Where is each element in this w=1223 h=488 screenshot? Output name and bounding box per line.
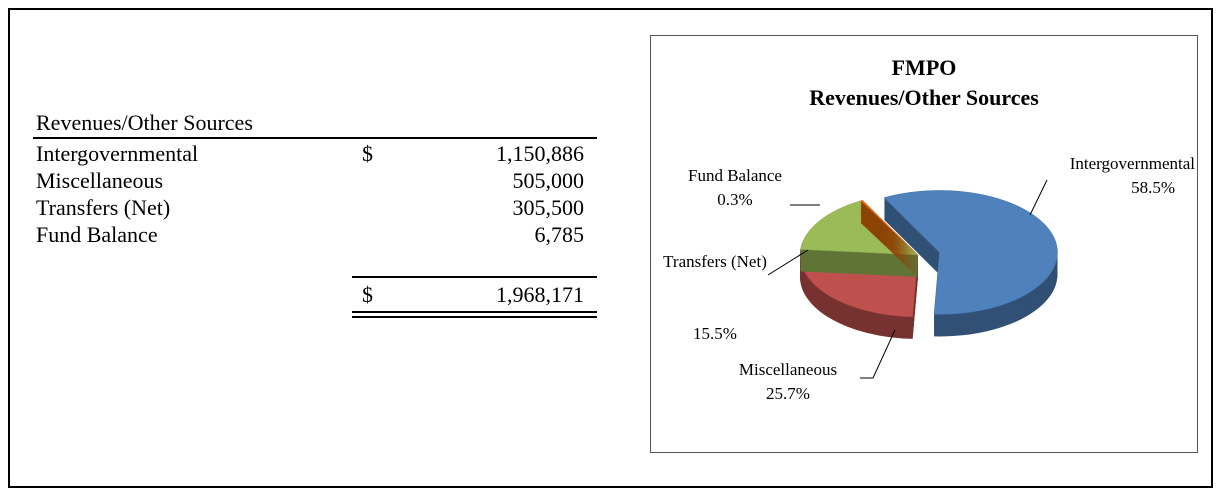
slice-side [860,216,918,271]
slice-side [860,217,918,272]
row-label: Transfers (Net) [36,195,171,220]
value-label: 0.3% [717,190,753,209]
slice-top [860,199,919,256]
row-label: Miscellaneous [36,168,164,193]
leader-line [860,329,896,379]
slice-side [860,203,918,258]
table-header: Revenues/Other Sources [36,110,253,135]
chart-title: Revenues/Other Sources [809,85,1039,110]
total-rule [352,276,597,278]
chart-title: FMPO [891,55,957,80]
value-label: 25.7% [766,384,810,403]
row-label: Intergovernmental [36,141,199,166]
slice-side [860,215,918,270]
slice-side [860,214,918,269]
value-label: 15.5% [693,324,737,343]
leader-line [767,249,809,276]
double-rule [352,311,597,313]
category-label: Miscellaneous [738,360,838,379]
slice-side [860,202,918,257]
pie [799,190,1058,339]
leaders [767,179,1048,379]
chart-area [650,35,1198,453]
page: Revenues/Other Sources Intergovernmental… [8,8,1213,488]
row-label: Fund Balance [36,222,158,247]
category-label: Transfers (Net) [663,252,767,271]
slice-top [883,190,1058,315]
slice-side [860,206,918,261]
double-rule [352,316,597,318]
row-amount: 6,785 [534,222,585,247]
slice-side [860,211,918,266]
slice-side [860,213,918,268]
slice-side [860,219,918,274]
row-amount: 1,150,886 [496,141,584,166]
slice-side [860,201,918,256]
slice-side [860,218,918,273]
slice-side [860,205,918,260]
leader-line [1029,179,1048,216]
slice-side [860,221,918,276]
slice-side [860,220,918,275]
pie-chart [767,179,1058,379]
slice-side [860,207,918,262]
category-label: Fund Balance [688,166,782,185]
category-label: Intergovernmental [1069,154,1195,173]
slice-side [860,208,918,263]
row-currency: $ [362,141,373,166]
slice-side [860,209,918,264]
slice-side [860,204,918,259]
row-amount: 505,000 [512,168,585,193]
slice-side [860,210,918,265]
slice-side [860,222,918,277]
header-rule [33,137,597,139]
slice-side [860,212,918,267]
row-amount: 305,500 [512,195,585,220]
total-amount: 1,968,171 [496,282,584,307]
total-currency: $ [362,282,373,307]
slice [883,190,1058,337]
value-label: 58.5% [1131,178,1175,197]
slice [860,199,919,277]
